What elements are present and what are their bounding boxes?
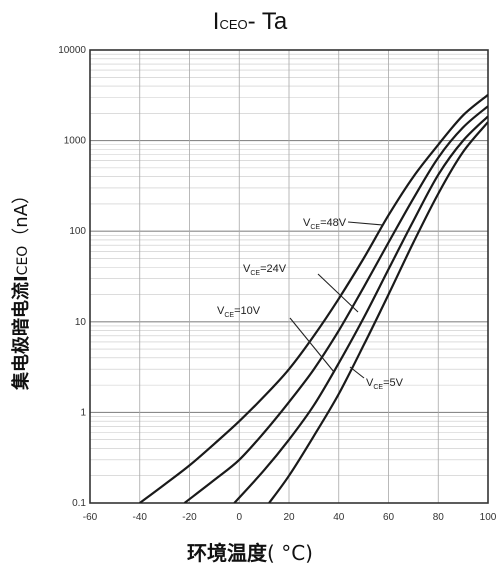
curve-label: VCE=5V [366, 377, 404, 391]
y-tick-label: 0.1 [72, 498, 86, 509]
curve-label-leader [347, 221, 384, 226]
series-line [233, 115, 488, 503]
y-tick-label: 1000 [64, 136, 87, 147]
x-tick-label: -40 [133, 512, 148, 523]
x-tick-label: -60 [83, 512, 98, 523]
x-axis-label: 环境温度( °C) [187, 541, 313, 565]
curve-label: VCE=24V [243, 263, 287, 277]
curve-label: VCE=48V [303, 217, 347, 231]
x-tick-label: 80 [433, 512, 445, 523]
y-tick-label: 100 [69, 226, 86, 237]
curve-label-leader [289, 317, 335, 373]
y-tick-label: 10000 [58, 45, 86, 56]
series-line [139, 93, 488, 503]
x-tick-label: 60 [383, 512, 395, 523]
y-tick-label: 10 [75, 317, 87, 328]
x-tick-label: -20 [182, 512, 197, 523]
curve-label-leader [317, 273, 359, 313]
x-tick-label: 0 [236, 512, 242, 523]
series-line [268, 121, 488, 503]
chart-title: ICEO- Ta [212, 8, 288, 35]
x-tick-label: 100 [480, 512, 497, 523]
x-tick-label: 20 [283, 512, 295, 523]
curve-label: VCE=10V [217, 305, 261, 319]
curve-label-leader [349, 366, 365, 379]
plot-frame [89, 49, 489, 504]
y-tick-label: 1 [80, 407, 86, 418]
x-tick-label: 40 [333, 512, 345, 523]
y-axis-label: 集电极暗电流ICEO（nA） [11, 185, 32, 391]
series-line [183, 105, 488, 503]
